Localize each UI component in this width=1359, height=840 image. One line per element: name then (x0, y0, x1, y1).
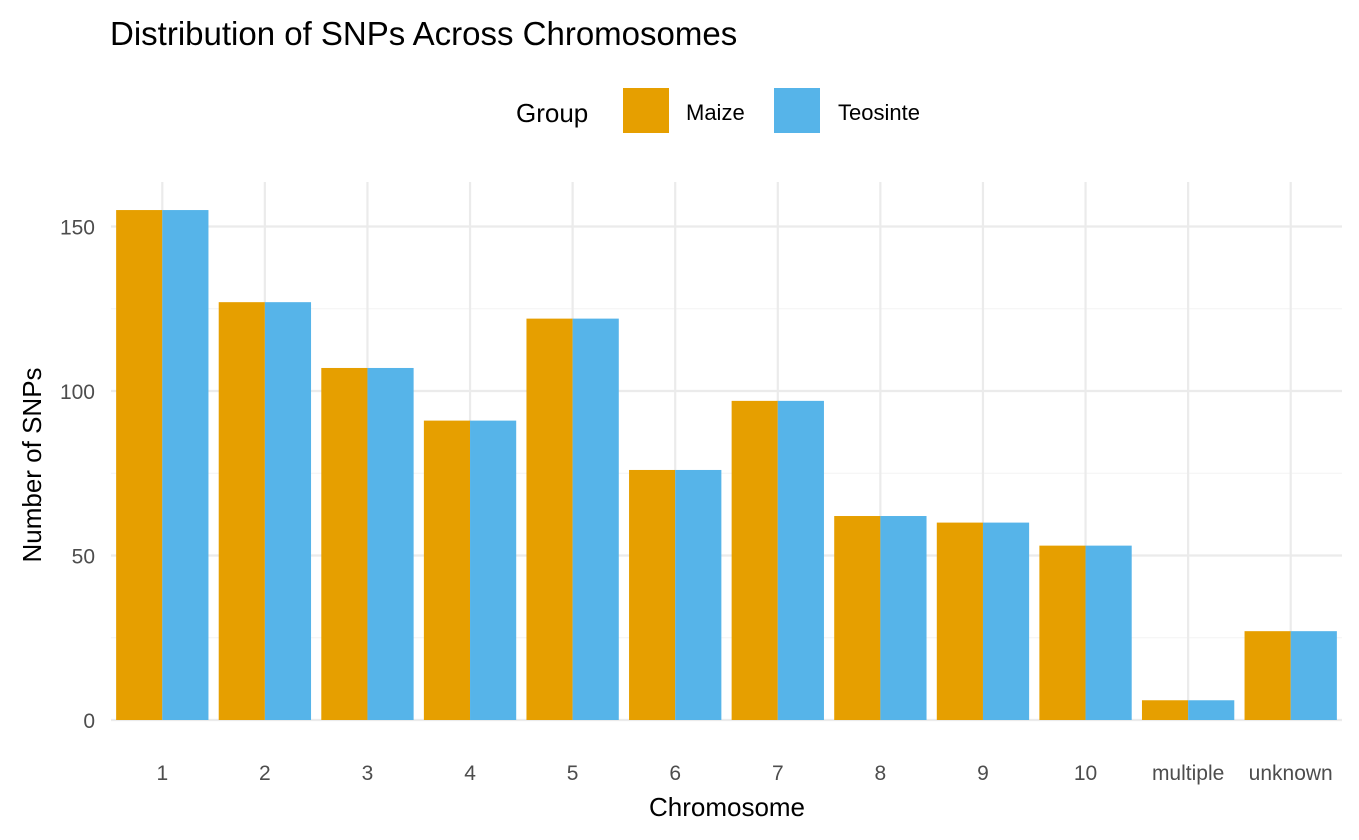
x-axis-title: Chromosome (649, 792, 805, 822)
legend-label-maize: Maize (686, 100, 745, 125)
x-tick-label: 9 (977, 762, 989, 785)
legend-swatch-maize (623, 88, 669, 133)
bar-maize-1 (116, 210, 163, 721)
bar-teosinte-3 (367, 367, 414, 720)
bar-maize-2 (218, 302, 265, 720)
x-tick-label: 1 (156, 762, 168, 785)
bar-teosinte-4 (470, 420, 517, 720)
x-tick-label: 10 (1074, 762, 1097, 785)
legend-label-teosinte: Teosinte (838, 100, 920, 125)
x-tick-label: 3 (362, 762, 374, 785)
y-axis-ticks: 0 50 100 150 (60, 217, 95, 734)
bar-teosinte-5 (572, 318, 619, 720)
bar-maize-10 (1039, 545, 1086, 720)
plot-area: 0 50 100 150 1 2 3 4 5 6 7 8 9 10 multiple unknown (60, 182, 1342, 785)
bar-teosinte-6 (675, 469, 722, 720)
bar-teosinte-10 (1085, 545, 1132, 720)
legend-swatch-teosinte (774, 88, 820, 133)
legend: Group Maize Teosinte (516, 88, 920, 133)
bar-maize-9 (936, 522, 983, 720)
x-tick-label: 7 (772, 762, 784, 785)
bar-teosinte-unknown (1290, 631, 1337, 720)
y-tick-label: 0 (83, 710, 95, 733)
bar-maize-3 (321, 367, 368, 720)
x-tick-label: 5 (567, 762, 579, 785)
bar-teosinte-9 (982, 522, 1030, 720)
legend-title: Group (516, 98, 588, 128)
bar-maize-6 (629, 469, 676, 720)
bar-maize-8 (834, 516, 881, 720)
bar-teosinte-2 (264, 302, 312, 720)
bar-teosinte-1 (162, 210, 209, 721)
bar-maize-unknown (1244, 631, 1291, 720)
bar-teosinte-8 (880, 516, 927, 720)
x-tick-label: unknown (1249, 762, 1333, 785)
bar-maize-5 (526, 318, 573, 720)
bar-maize-7 (731, 400, 778, 720)
bar-teosinte-7 (777, 400, 824, 720)
x-tick-label: 4 (464, 762, 476, 785)
bar-maize-4 (423, 420, 471, 720)
bar-teosinte-multiple (1188, 700, 1235, 720)
chart-title: Distribution of SNPs Across Chromosomes (110, 15, 737, 52)
y-tick-label: 150 (60, 217, 95, 240)
x-tick-label: 2 (259, 762, 271, 785)
x-axis-ticks: 1 2 3 4 5 6 7 8 9 10 multiple unknown (156, 762, 1332, 785)
bars (116, 210, 1337, 721)
y-tick-label: 100 (60, 381, 95, 404)
x-tick-label: 6 (669, 762, 681, 785)
y-tick-label: 50 (72, 546, 95, 569)
bar-maize-multiple (1141, 700, 1189, 720)
y-axis-title: Number of SNPs (17, 367, 47, 562)
x-tick-label: 8 (875, 762, 887, 785)
x-tick-label: multiple (1152, 762, 1224, 785)
